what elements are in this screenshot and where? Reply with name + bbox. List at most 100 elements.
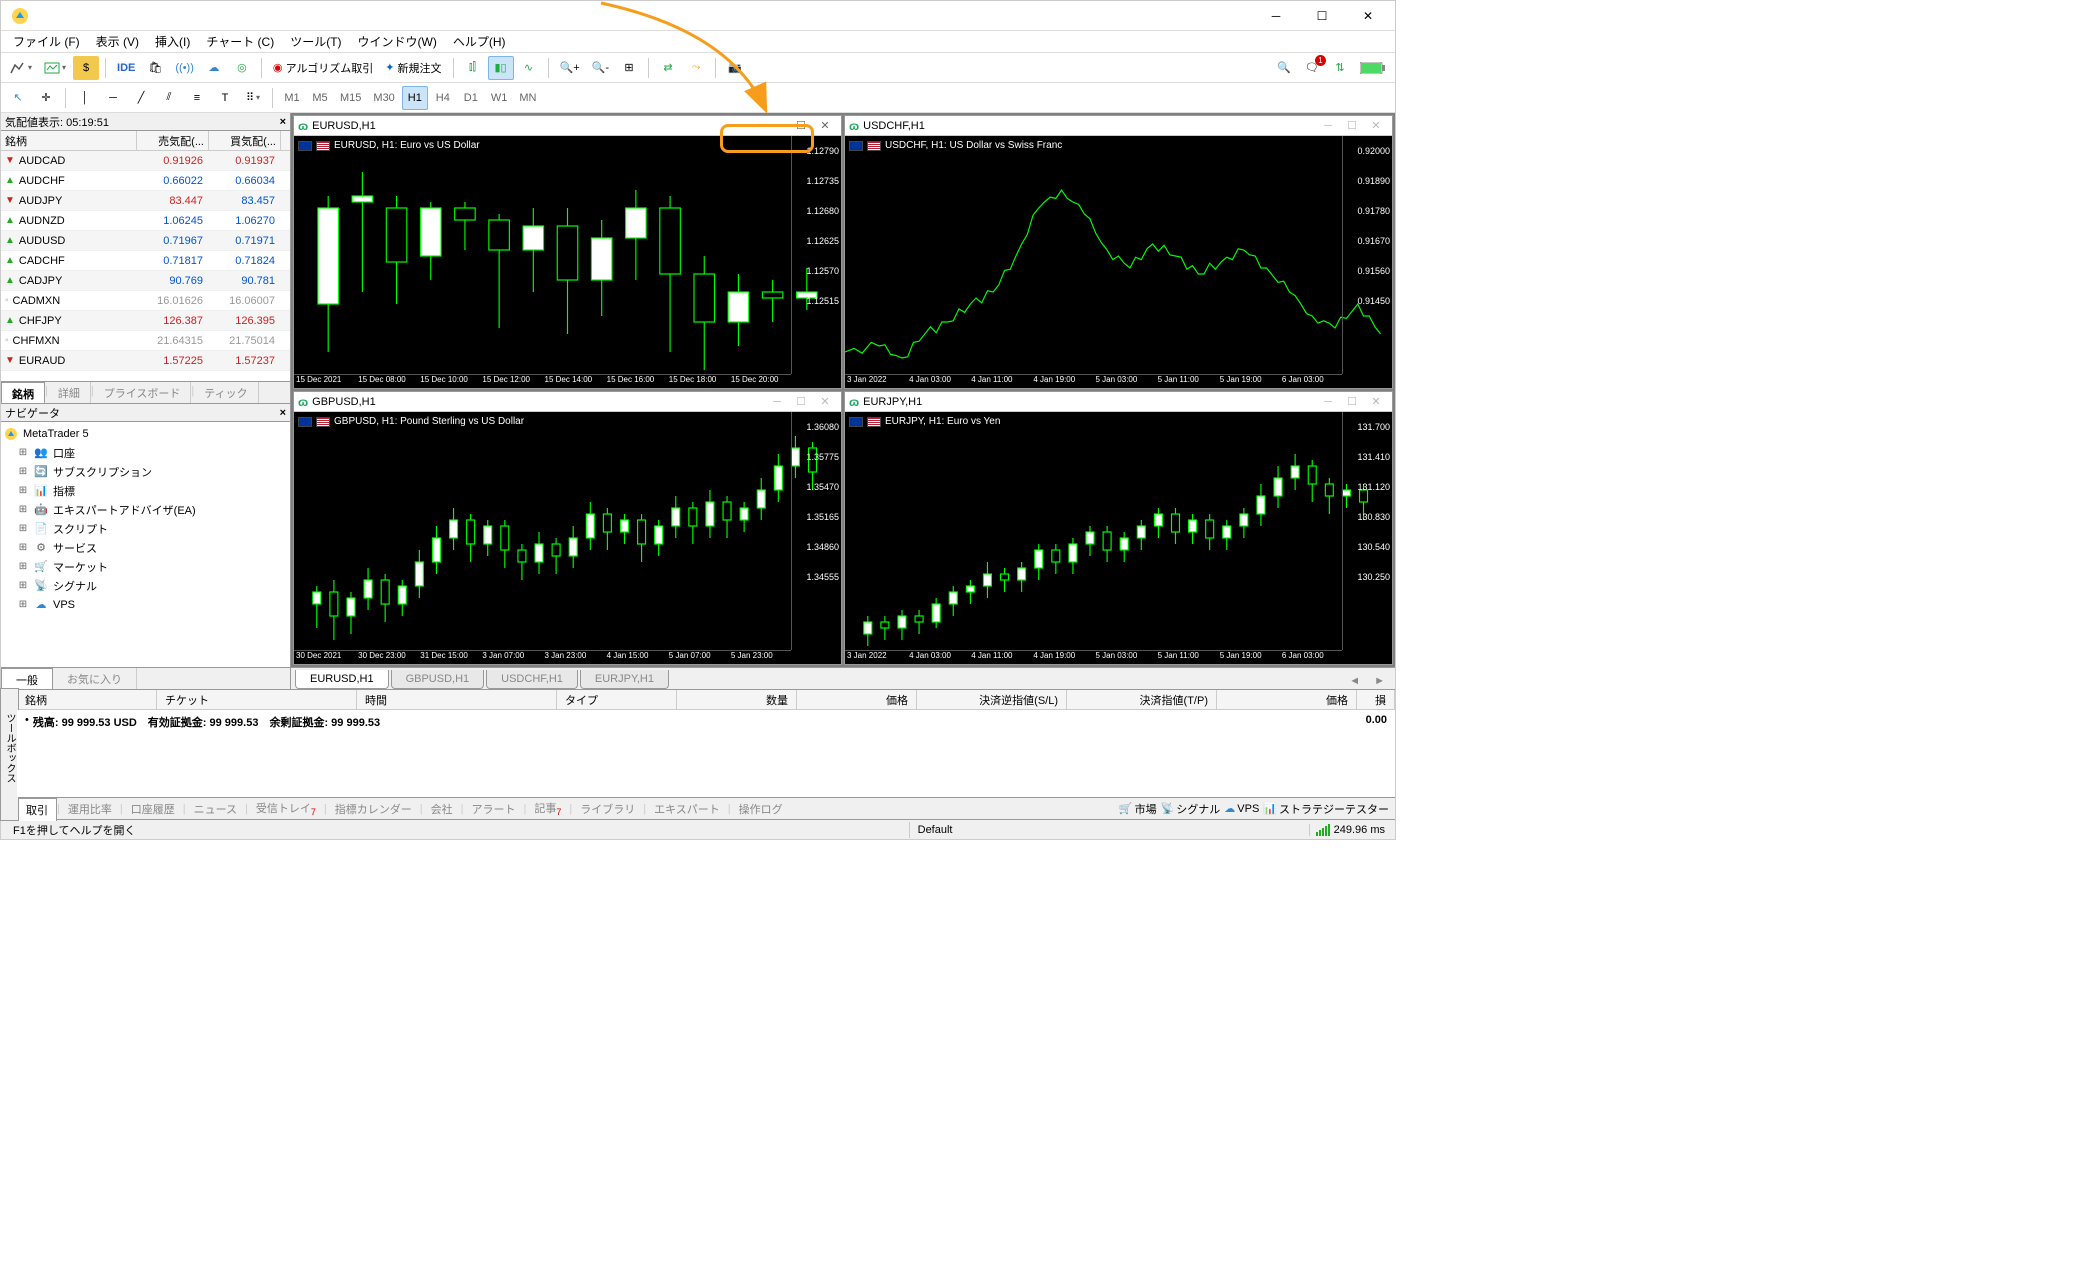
chart-tab[interactable]: USDCHF,H1: [486, 670, 578, 689]
navigator-item[interactable]: ⊞📄スクリプト: [3, 519, 288, 538]
chart-canvas[interactable]: USDCHF, H1: US Dollar vs Swiss Franc0.92…: [845, 136, 1392, 388]
window-maximize-button[interactable]: ☐: [1299, 1, 1345, 30]
channel-button[interactable]: ⫽: [156, 86, 182, 110]
camera-button[interactable]: 📷: [722, 56, 748, 80]
window-minimize-button[interactable]: ─: [1253, 1, 1299, 30]
chart-titlebar[interactable]: ɷEURJPY,H1 ─ ☐ ✕: [845, 392, 1392, 412]
shift-button[interactable]: ⇄: [655, 56, 681, 80]
menu-item[interactable]: ウインドウ(W): [350, 31, 445, 52]
chart-tab[interactable]: EURJPY,H1: [580, 670, 669, 689]
timeframe-m5[interactable]: M5: [307, 86, 333, 110]
market-watch-row[interactable]: ▲AUDCHF0.660220.66034: [1, 171, 290, 191]
chart-canvas[interactable]: EURJPY, H1: Euro vs Yen131.700131.410131…: [845, 412, 1392, 664]
zoom-out-button[interactable]: 🔍-: [587, 56, 614, 80]
toolbox-tab[interactable]: 取引: [17, 798, 57, 821]
toolbox-tab[interactable]: 操作ログ: [731, 798, 791, 820]
chart-close-button[interactable]: ✕: [1364, 394, 1388, 410]
chart-minimize-button[interactable]: ─: [765, 118, 789, 134]
timeframe-h1[interactable]: H1: [402, 86, 428, 110]
signals-button[interactable]: ((•)): [170, 56, 199, 80]
timeframe-m15[interactable]: M15: [335, 86, 366, 110]
chart-tab[interactable]: GBPUSD,H1: [391, 670, 485, 689]
market-watch-tab[interactable]: 銘柄: [1, 382, 45, 404]
toolbox-tab[interactable]: 受信トレイ7: [248, 797, 324, 820]
chart-tab[interactable]: EURUSD,H1: [295, 670, 389, 689]
chart-maximize-button[interactable]: ☐: [789, 394, 813, 410]
chart-close-button[interactable]: ✕: [813, 394, 837, 410]
fibo-button[interactable]: ≡: [184, 86, 210, 110]
toolbox-tab[interactable]: 運用比率: [60, 798, 120, 820]
market-watch-tab[interactable]: ティック: [194, 382, 258, 403]
toolbox-quick-link[interactable]: 🛒市場: [1119, 801, 1157, 817]
toolbox-tab[interactable]: 指標カレンダー: [327, 798, 420, 820]
dollar-button[interactable]: $: [73, 56, 99, 80]
chart-titlebar[interactable]: ɷUSDCHF,H1 ─ ☐ ✕: [845, 116, 1392, 136]
vps-button[interactable]: ☁: [201, 56, 227, 80]
market-watch-row[interactable]: ◦CHFMXN21.6431521.75014: [1, 331, 290, 351]
market-watch-row[interactable]: ▲CADCHF0.718170.71824: [1, 251, 290, 271]
candles-button[interactable]: ▮▯: [488, 56, 514, 80]
market-watch-close-icon[interactable]: ×: [280, 116, 286, 128]
grid-button[interactable]: ⊞: [616, 56, 642, 80]
toolbox-tab[interactable]: ライブラリ: [572, 798, 643, 820]
market-watch-row[interactable]: ▼AUDCAD0.919260.91937: [1, 151, 290, 171]
navigator-tab[interactable]: 一般: [1, 668, 53, 689]
timeframe-d1[interactable]: D1: [458, 86, 484, 110]
navigator-item[interactable]: ⊞🤖エキスパートアドバイザ(EA): [3, 500, 288, 519]
timeframe-mn[interactable]: MN: [514, 86, 541, 110]
window-close-button[interactable]: ✕: [1345, 1, 1391, 30]
hline-button[interactable]: ─: [100, 86, 126, 110]
bars-button[interactable]: ⫾⫿: [460, 56, 486, 80]
market-watch-row[interactable]: ▲AUDNZD1.062451.06270: [1, 211, 290, 231]
timeframe-w1[interactable]: W1: [486, 86, 513, 110]
market-watch-row[interactable]: ▼EURAUD1.572251.57237: [1, 351, 290, 371]
chart-titlebar[interactable]: ɷGBPUSD,H1 ─ ☐ ✕: [294, 392, 841, 412]
navigator-item[interactable]: ⊞☁VPS: [3, 595, 288, 614]
target-button[interactable]: ◎: [229, 56, 255, 80]
toolbox-quick-link[interactable]: 📡シグナル: [1161, 801, 1221, 817]
menu-item[interactable]: ファイル (F): [5, 31, 88, 52]
chart-minimize-button[interactable]: ─: [1316, 118, 1340, 134]
market-watch-row[interactable]: ▲CHFJPY126.387126.395: [1, 311, 290, 331]
market-watch-row[interactable]: ▲CADJPY90.76990.781: [1, 271, 290, 291]
cursor-button[interactable]: ↖: [5, 86, 31, 110]
market-watch-row[interactable]: ◦CADMXN16.0162616.06007: [1, 291, 290, 311]
ide-button[interactable]: IDE: [112, 56, 140, 80]
new-order-button[interactable]: ✦ 新規注文: [380, 56, 446, 80]
scroll-button[interactable]: ⤳: [683, 56, 709, 80]
menu-item[interactable]: ツール(T): [282, 31, 349, 52]
market-watch-row[interactable]: ▲AUDUSD0.719670.71971: [1, 231, 290, 251]
navigator-item[interactable]: ⊞📊指標: [3, 481, 288, 500]
chart-maximize-button[interactable]: ☐: [789, 118, 813, 134]
navigator-item[interactable]: ⊞🛒マーケット: [3, 557, 288, 576]
trendline-button[interactable]: ╱: [128, 86, 154, 110]
market-watch-row[interactable]: ▼AUDJPY83.44783.457: [1, 191, 290, 211]
menu-item[interactable]: 挿入(I): [147, 31, 198, 52]
toolbox-tab[interactable]: エキスパート: [646, 798, 728, 820]
navigator-item[interactable]: ⊞📡シグナル: [3, 576, 288, 595]
toolbox-quick-link[interactable]: 📊ストラテジーテスター: [1263, 801, 1389, 817]
chart-close-button[interactable]: ✕: [813, 118, 837, 134]
vline-button[interactable]: │: [72, 86, 98, 110]
navigator-item[interactable]: ⊞🔄サブスクリプション: [3, 462, 288, 481]
navigator-item[interactable]: ⊞⚙サービス: [3, 538, 288, 557]
menu-item[interactable]: チャート (C): [198, 31, 282, 52]
chart-tab-prev[interactable]: ◄: [1343, 673, 1366, 689]
market-button[interactable]: 🛍: [142, 56, 168, 80]
chart-minimize-button[interactable]: ─: [1316, 394, 1340, 410]
chart-canvas[interactable]: EURUSD, H1: Euro vs US Dollar1.127901.12…: [294, 136, 841, 388]
navigator-root[interactable]: MetaTrader 5: [3, 424, 288, 443]
line-button[interactable]: ∿: [516, 56, 542, 80]
navigator-tab[interactable]: お気に入り: [53, 668, 137, 689]
timeframe-h4[interactable]: H4: [430, 86, 456, 110]
chart-canvas[interactable]: GBPUSD, H1: Pound Sterling vs US Dollar1…: [294, 412, 841, 664]
navigator-item[interactable]: ⊞👥口座: [3, 443, 288, 462]
crosshair-button[interactable]: ✛: [33, 86, 59, 110]
menu-item[interactable]: 表示 (V): [88, 31, 147, 52]
timeframe-m30[interactable]: M30: [368, 86, 399, 110]
timeframe-m1[interactable]: M1: [279, 86, 305, 110]
navigator-close-icon[interactable]: ×: [280, 407, 286, 419]
chart-maximize-button[interactable]: ☐: [1340, 118, 1364, 134]
zoom-in-button[interactable]: 🔍+: [555, 56, 585, 80]
chart-dropdown[interactable]: [39, 56, 71, 80]
